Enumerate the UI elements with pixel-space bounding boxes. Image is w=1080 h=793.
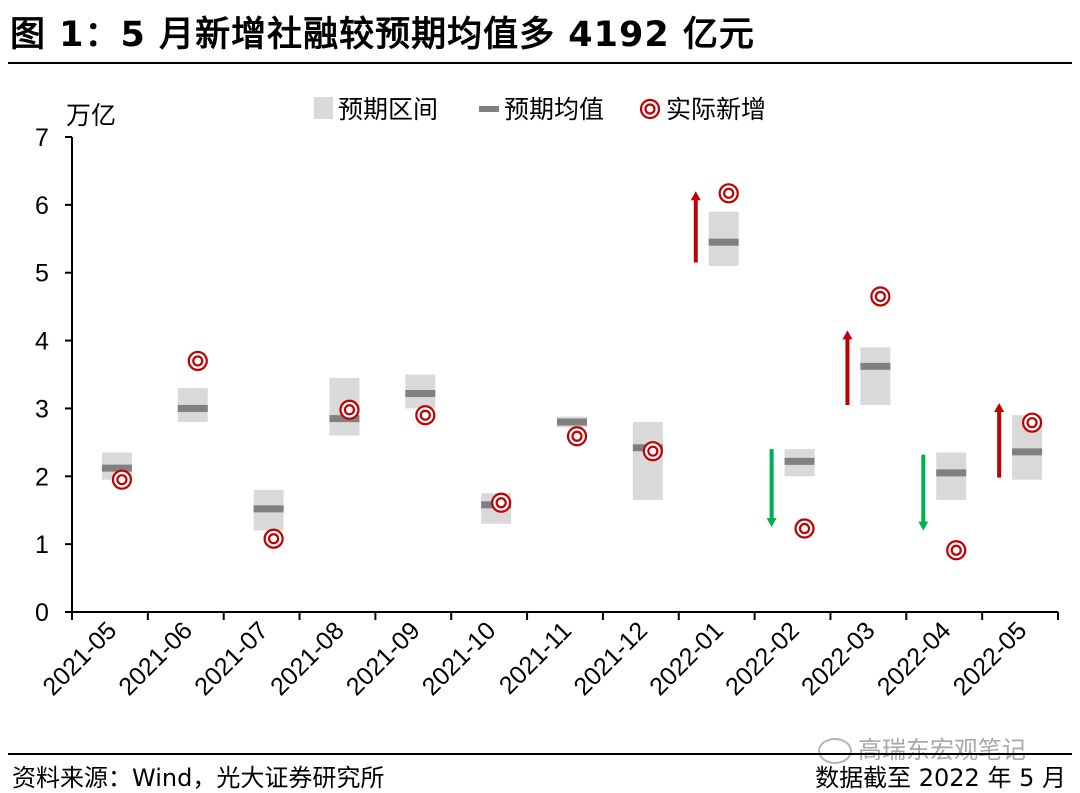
- plot-area: 012345672021-052021-062021-072021-082021…: [35, 124, 1059, 701]
- up-arrow: [994, 403, 1005, 478]
- actual-point: [566, 426, 588, 447]
- y-tick-label: 2: [35, 463, 49, 491]
- x-tick-label: 2021-09: [341, 616, 426, 701]
- up-arrow: [842, 330, 853, 406]
- x-tick-label: 2021-08: [265, 616, 350, 701]
- y-tick-label: 0: [35, 599, 49, 627]
- actual-point: [794, 518, 815, 539]
- mean-marker: [708, 238, 739, 246]
- y-tick-label: 1: [35, 531, 49, 559]
- down-arrow: [918, 454, 929, 531]
- legend-mean-label: 预期均值: [504, 95, 604, 124]
- mean-marker: [329, 415, 360, 423]
- chart-title: 图 1：5 月新增社融较预期均值多 4192 亿元: [10, 15, 755, 55]
- up-arrow: [690, 191, 701, 263]
- title-rule: [8, 62, 1072, 64]
- x-tick-label: 2021-07: [189, 616, 274, 701]
- actual-point: [718, 183, 739, 204]
- watermark-text: 高瑞东宏观笔记: [858, 736, 1026, 764]
- date-note: 数据截至 2022 年 5 月: [815, 764, 1066, 792]
- mean-marker: [936, 469, 967, 477]
- actual-point: [491, 492, 512, 513]
- actual-point: [642, 441, 663, 462]
- actual-point: [1021, 412, 1043, 433]
- y-tick-label: 7: [35, 124, 49, 152]
- source-note: 资料来源：Wind，光大证券研究所: [12, 764, 385, 792]
- chart-svg: 预期区间 预期均值 实际新增 万亿 0 1 2 3 4 5 6 7 2021-052021-06…: [35, 95, 1059, 701]
- mean-marker: [557, 418, 587, 426]
- actual-point: [111, 469, 133, 490]
- range-box: [632, 422, 663, 501]
- watermark: 高瑞东宏观笔记: [818, 730, 1026, 765]
- x-tick-label: 2022-03: [796, 616, 881, 701]
- actual-point: [870, 286, 891, 307]
- x-tick-label: 2022-01: [644, 616, 729, 701]
- mean-marker: [101, 464, 132, 472]
- mean-marker: [784, 457, 815, 465]
- bottom-rule: [8, 753, 1072, 755]
- y-tick-label: 6: [35, 192, 49, 220]
- legend-mean-swatch: [479, 106, 499, 112]
- mean-marker: [860, 362, 891, 370]
- actual-point: [339, 399, 360, 420]
- x-tick-label: 2021-05: [37, 616, 122, 701]
- legend-range-label: 预期区间: [338, 95, 438, 124]
- mean-marker: [1012, 448, 1043, 456]
- x-tick-label: 2021-12: [568, 616, 653, 701]
- actual-point: [946, 540, 967, 561]
- x-tick-label: 2022-05: [948, 616, 1033, 701]
- legend-actual-label: 实际新增: [666, 95, 766, 124]
- x-tick-label: 2022-02: [720, 616, 805, 701]
- range-box: [860, 347, 891, 406]
- legend-actual-swatch: [639, 98, 661, 120]
- wechat-icon: [818, 738, 852, 764]
- x-tick-label: 2022-04: [872, 616, 957, 701]
- y-tick-label: 4: [35, 328, 49, 356]
- x-tick-label: 2021-11: [494, 616, 577, 699]
- x-tick-label: 2021-10: [417, 616, 502, 701]
- legend-range-swatch: [314, 97, 333, 119]
- actual-point: [187, 350, 208, 372]
- actual-point: [415, 405, 436, 426]
- y-tick-label: 3: [35, 395, 49, 423]
- y-tick-label: 5: [35, 260, 49, 288]
- actual-point: [263, 528, 284, 549]
- mean-marker: [177, 404, 208, 412]
- mean-marker: [253, 505, 284, 513]
- y-axis-unit: 万亿: [66, 102, 116, 130]
- legend: 预期区间 预期均值 实际新增: [314, 95, 766, 124]
- down-arrow: [766, 449, 777, 528]
- mean-marker: [405, 390, 436, 397]
- x-tick-label: 2021-06: [113, 616, 198, 701]
